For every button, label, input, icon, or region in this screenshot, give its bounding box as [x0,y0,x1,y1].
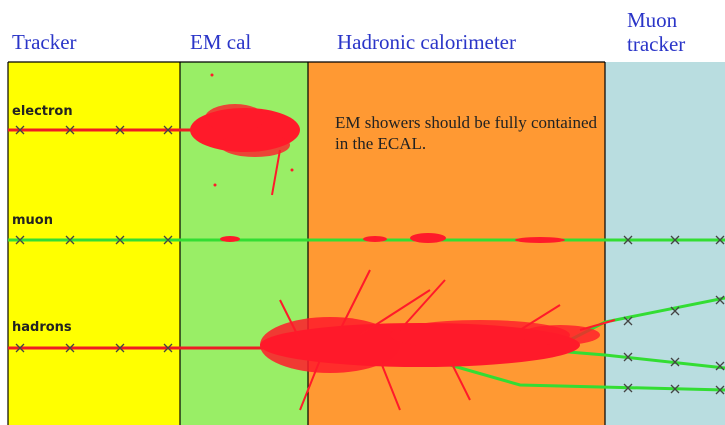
particle-label: electron [12,104,73,119]
particle-label: muon [12,213,53,228]
header-label: EM cal [190,30,252,54]
header-label: Hadronic calorimeter [337,30,516,54]
muon-region [605,62,725,425]
electron-shower [190,73,300,196]
hit-markers [15,125,725,395]
tracker-region [8,62,180,425]
muon-deposits [220,233,565,243]
annotation: EM showers should be fully contained in … [335,113,598,153]
header-label: Tracker [12,30,77,54]
particle-label: hadrons [12,320,72,335]
header-label: Muon tracker [627,8,686,56]
hadron-shower [260,269,616,411]
